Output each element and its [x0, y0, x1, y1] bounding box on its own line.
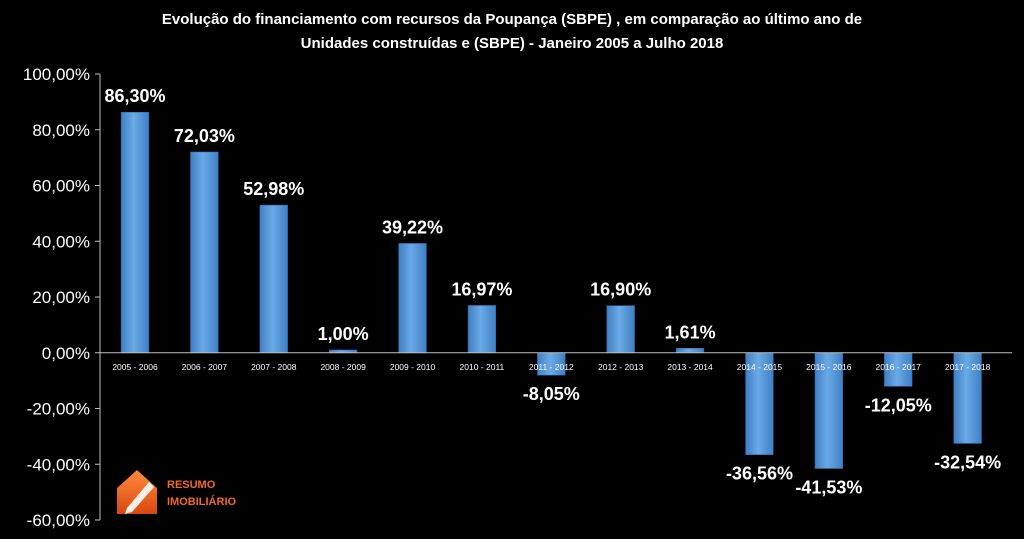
y-tick-label: 40,00% — [32, 232, 90, 251]
chart-title-line1: Evolução do financiamento com recursos d… — [162, 11, 862, 28]
x-tick-label: 2010 - 2011 — [460, 362, 505, 372]
y-tick-label: -40,00% — [27, 455, 90, 474]
data-labels: 86,30% 72,03% 52,98% 1,00% 39,22% 16,97% -8,05… — [104, 86, 1001, 497]
y-axis: 100,00% 80,00% 60,00% 40,00% 20,00% 0,00% -20,… — [23, 65, 101, 530]
data-label: -12,05% — [865, 395, 932, 415]
data-label: -32,54% — [934, 452, 1001, 472]
x-tick-label: 2009 - 2010 — [390, 362, 436, 372]
x-tick-label: 2013 - 2014 — [667, 362, 713, 372]
logo-line1: RESUMO — [167, 479, 216, 491]
data-label: 86,30% — [104, 86, 165, 106]
data-label: 39,22% — [382, 217, 443, 237]
y-tick-label: 0,00% — [42, 344, 90, 363]
data-label: -36,56% — [726, 464, 793, 484]
y-tick-label: 100,00% — [23, 65, 90, 84]
data-label: -8,05% — [523, 384, 580, 404]
logo-line2: IMOBILIÁRIO — [167, 495, 236, 508]
chart-title-line2: Unidades construídas e (SBPE) - Janeiro … — [301, 35, 724, 52]
y-tick-label: 80,00% — [32, 121, 90, 140]
x-tick-label: 2006 - 2007 — [182, 362, 228, 372]
bar — [398, 243, 427, 354]
bar — [467, 305, 497, 354]
y-tick-label: -60,00% — [27, 511, 90, 530]
pencil-icon — [125, 482, 154, 514]
x-tick-label: 2005 - 2006 — [112, 362, 158, 372]
bar — [259, 204, 288, 353]
bar — [884, 352, 913, 387]
house-icon — [117, 470, 157, 514]
data-label: 52,98% — [243, 179, 304, 199]
x-tick-label: 2012 - 2013 — [598, 362, 644, 372]
x-axis: 2005 - 2006 2006 - 2007 2007 - 2008 2008 - … — [100, 352, 1012, 372]
x-tick-label: 2008 - 2009 — [320, 362, 366, 372]
data-label: 16,90% — [590, 280, 651, 300]
data-label: 1,61% — [665, 322, 716, 342]
bars — [120, 111, 982, 469]
x-tick-label: 2015 - 2016 — [806, 362, 852, 372]
data-label: 16,97% — [451, 279, 512, 299]
x-tick-label: 2014 - 2015 — [737, 362, 783, 372]
y-tick-label: 60,00% — [32, 177, 90, 196]
data-label: 1,00% — [318, 324, 369, 344]
x-tick-label: 2007 - 2008 — [251, 362, 297, 372]
y-tick-label: -20,00% — [27, 400, 90, 419]
bar — [745, 352, 774, 455]
bar — [120, 111, 150, 353]
x-tick-label: 2017 - 2018 — [945, 362, 991, 372]
resumo-imobiliario-logo: RESUMO IMOBILIÁRIO — [117, 470, 236, 514]
bar — [953, 352, 982, 444]
y-tick-label: 20,00% — [32, 288, 90, 307]
data-label: -41,53% — [795, 478, 862, 498]
bar — [606, 305, 635, 353]
bar — [190, 151, 219, 353]
x-tick-label: 2011 - 2012 — [529, 362, 574, 372]
x-tick-label: 2016 - 2017 — [876, 362, 922, 372]
bar — [675, 348, 705, 353]
data-label: 72,03% — [174, 126, 235, 146]
